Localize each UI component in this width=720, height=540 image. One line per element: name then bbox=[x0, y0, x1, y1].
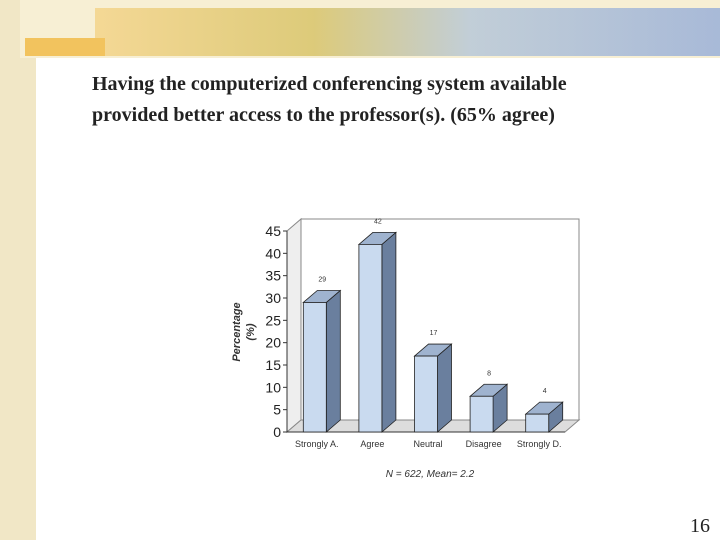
value-label: 17 bbox=[430, 330, 438, 337]
bar-side bbox=[325, 289, 341, 433]
bar bbox=[414, 355, 438, 433]
slide-title: provided better access to the professor(… bbox=[92, 104, 555, 126]
banner-accent bbox=[25, 38, 105, 56]
y-tick-label: 20 bbox=[265, 335, 281, 351]
y-tick-label: 45 bbox=[265, 223, 281, 239]
bar bbox=[525, 413, 550, 433]
side-strip bbox=[0, 0, 36, 540]
side-wall bbox=[286, 217, 302, 434]
y-tick-label: 35 bbox=[265, 268, 281, 284]
bar-side bbox=[381, 231, 397, 433]
y-tick-label: 15 bbox=[265, 357, 281, 373]
value-label: 4 bbox=[543, 388, 547, 395]
x-tick-label: Strongly A. bbox=[295, 439, 339, 449]
page-number: 16 bbox=[690, 515, 710, 537]
bar-side bbox=[437, 343, 452, 433]
x-tick-label: Strongly D. bbox=[517, 439, 562, 449]
bar bbox=[302, 302, 327, 433]
y-axis-label: (%) bbox=[245, 323, 257, 340]
y-tick-label: 0 bbox=[273, 424, 281, 440]
bar bbox=[469, 395, 494, 433]
y-tick-label: 40 bbox=[265, 245, 281, 261]
x-tick-label: Agree bbox=[360, 439, 384, 449]
y-tick-label: 5 bbox=[273, 402, 281, 418]
banner bbox=[95, 8, 720, 56]
slide-title: Having the computerized conferencing sys… bbox=[92, 73, 567, 95]
x-tick-label: Neutral bbox=[413, 439, 442, 449]
y-tick-label: 30 bbox=[265, 290, 281, 306]
y-axis-label: Percentage bbox=[231, 302, 243, 361]
value-label: 42 bbox=[374, 218, 382, 225]
annotation: N = 622, Mean= 2.2 bbox=[386, 469, 475, 480]
chart: 0 5 10 15 20 25 30 35 40 45 Percentage (%) Strongly … bbox=[231, 217, 581, 480]
value-label: 29 bbox=[318, 276, 326, 283]
y-tick-label: 25 bbox=[265, 312, 281, 328]
x-tick-label: Disagree bbox=[466, 439, 502, 449]
y-tick-label: 10 bbox=[265, 379, 281, 395]
bar bbox=[358, 243, 383, 433]
value-label: 8 bbox=[487, 370, 491, 377]
